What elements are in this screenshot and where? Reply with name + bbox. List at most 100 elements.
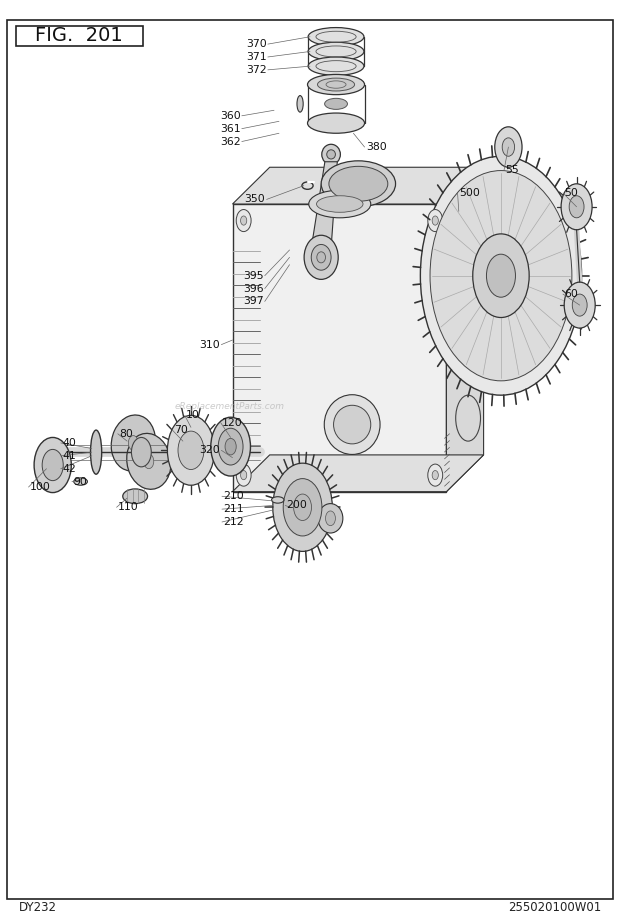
Ellipse shape [321, 161, 396, 207]
Text: 310: 310 [200, 340, 220, 349]
Ellipse shape [126, 434, 171, 489]
Circle shape [241, 216, 247, 225]
Ellipse shape [74, 478, 87, 485]
Circle shape [432, 471, 438, 480]
Circle shape [218, 428, 243, 465]
Circle shape [572, 294, 587, 316]
Text: 380: 380 [366, 142, 386, 152]
Circle shape [131, 437, 151, 467]
Ellipse shape [308, 57, 364, 75]
Circle shape [473, 234, 529, 318]
Circle shape [178, 431, 204, 470]
Circle shape [211, 417, 250, 476]
Circle shape [432, 216, 438, 225]
Text: 210: 210 [223, 492, 244, 501]
Circle shape [128, 436, 138, 450]
Ellipse shape [308, 74, 365, 95]
Circle shape [428, 464, 443, 486]
Circle shape [34, 437, 71, 493]
Text: 110: 110 [118, 503, 138, 512]
Text: eReplacementParts.com: eReplacementParts.com [174, 402, 285, 411]
Text: 90: 90 [73, 477, 87, 486]
Text: 255020100W01: 255020100W01 [508, 902, 601, 914]
Circle shape [487, 255, 515, 297]
Bar [16, 26, 143, 46]
Text: 360: 360 [220, 111, 241, 120]
Text: 42: 42 [62, 464, 76, 473]
Circle shape [294, 494, 311, 520]
Text: 350: 350 [245, 195, 265, 204]
Ellipse shape [123, 489, 148, 504]
Circle shape [236, 210, 251, 232]
Ellipse shape [317, 252, 326, 263]
Ellipse shape [456, 395, 480, 441]
Text: 320: 320 [200, 446, 220, 455]
Text: 361: 361 [220, 124, 241, 133]
Text: 212: 212 [223, 517, 244, 527]
Ellipse shape [329, 166, 388, 201]
Polygon shape [232, 455, 484, 492]
Ellipse shape [322, 144, 340, 165]
Ellipse shape [272, 496, 284, 504]
Ellipse shape [308, 42, 364, 61]
Ellipse shape [308, 113, 365, 133]
Circle shape [236, 464, 251, 486]
Text: 395: 395 [243, 271, 264, 280]
Ellipse shape [311, 244, 331, 270]
Ellipse shape [317, 78, 355, 91]
Ellipse shape [308, 28, 364, 46]
Circle shape [495, 127, 522, 167]
Text: 80: 80 [119, 429, 133, 438]
Circle shape [326, 511, 335, 526]
Circle shape [241, 471, 247, 480]
Ellipse shape [304, 235, 339, 279]
Ellipse shape [297, 96, 303, 112]
Text: 10: 10 [186, 411, 200, 420]
Circle shape [564, 282, 595, 328]
Text: 396: 396 [243, 284, 264, 293]
Text: 50: 50 [564, 188, 578, 198]
Circle shape [273, 463, 332, 551]
Text: 120: 120 [222, 418, 242, 427]
Ellipse shape [111, 415, 156, 471]
Polygon shape [311, 162, 337, 248]
Text: 200: 200 [286, 501, 308, 510]
Text: 211: 211 [223, 505, 244, 514]
Bar [232, 204, 446, 492]
Polygon shape [446, 167, 484, 492]
Circle shape [225, 438, 236, 455]
Circle shape [502, 138, 515, 156]
Text: 60: 60 [564, 289, 578, 299]
Circle shape [283, 479, 322, 536]
Text: 70: 70 [174, 425, 187, 435]
Text: 100: 100 [30, 482, 51, 492]
Text: DY232: DY232 [19, 902, 56, 914]
Circle shape [420, 156, 582, 395]
Circle shape [428, 210, 443, 232]
Polygon shape [232, 167, 484, 204]
Circle shape [561, 184, 592, 230]
Circle shape [569, 196, 584, 218]
Ellipse shape [318, 504, 343, 533]
Circle shape [430, 171, 572, 380]
Ellipse shape [334, 405, 371, 444]
Text: 40: 40 [62, 438, 76, 448]
Text: FIG.  201: FIG. 201 [35, 27, 123, 45]
Ellipse shape [327, 150, 335, 159]
Text: 372: 372 [246, 65, 267, 74]
Text: 500: 500 [459, 188, 480, 198]
Text: 55: 55 [505, 165, 519, 175]
Text: 371: 371 [246, 52, 267, 62]
Circle shape [144, 454, 154, 469]
Ellipse shape [324, 395, 380, 454]
Circle shape [167, 415, 215, 485]
Text: 370: 370 [246, 40, 267, 49]
Text: 397: 397 [243, 297, 264, 306]
Ellipse shape [309, 190, 371, 218]
Text: 41: 41 [62, 451, 76, 460]
Ellipse shape [91, 430, 102, 474]
Text: 362: 362 [220, 137, 241, 146]
Ellipse shape [325, 98, 347, 109]
Ellipse shape [317, 196, 363, 212]
Circle shape [42, 449, 63, 481]
